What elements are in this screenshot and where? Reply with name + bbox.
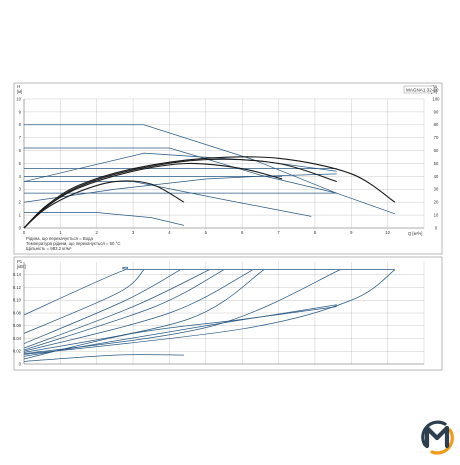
power-curve-8 [23,269,396,355]
power-curve-3 [23,269,210,349]
top-chart-x-ticks: 0 1 2 3 4 5 6 7 8 9 10 [23,230,391,235]
top-y2-unit-label: eta [431,84,437,89]
top-x-tick-label: 0 [23,230,26,235]
top-chart-series [23,124,396,229]
bottom-y-tick-label: 0.12 [13,285,22,290]
power-curve-1 [23,269,145,334]
head-curve-0 [24,124,396,215]
top-x-tick-label: 9 [350,230,353,235]
top-y2-tick-label: 50 [434,161,439,166]
top-y2-tick-label: 70 [434,135,439,140]
top-x-tick-label: 4 [168,230,171,235]
top-y-tick-label: 9 [19,109,22,114]
bottom-y-tick-label: 0.14 [13,272,22,277]
note-fluid: Рідина, що перекачується = Вода [26,236,94,241]
power-curve-4 [23,269,225,351]
model-title: MAGNA1 32-80 [406,87,439,92]
top-y-unit-bracket: [м] [17,89,22,94]
top-y2-tick-label: 0 [435,225,438,230]
efficiency-curve-9 [23,156,396,229]
efficiency-curve-11 [23,162,283,229]
top-y2-tick-label: 60 [434,148,439,153]
top-y-tick-label: 0 [19,225,22,230]
top-x-tick-label: 6 [241,230,244,235]
top-y-tick-label: 7 [19,135,22,140]
top-y2-tick-label: 100 [433,96,441,101]
head-curve-8 [24,212,185,226]
bottom-y-tick-label: 0.02 [13,349,22,354]
top-y2-tick-label: 20 [434,200,439,205]
head-curve-5 [23,152,337,182]
top-x-tick-label: 5 [205,230,208,235]
top-chart-y2-ticks: 0 10 20 30 40 50 60 70 80 90 100 [433,96,441,230]
top-x-unit-label: Q [м³/ч] [408,231,422,236]
power-curve-9 [23,304,337,357]
top-x-tick-label: 10 [385,230,390,235]
bottom-y-tick-label: 0.04 [13,336,22,341]
top-chart-y-ticks: 0 1 2 3 4 5 6 7 8 9 10 [16,96,21,230]
power-curve-5 [23,269,254,352]
top-x-tick-label: 2 [96,230,99,235]
top-y-tick-label: 1 [19,213,22,218]
note-temperature: Температура рідини, що перекачується = 6… [26,241,120,246]
model-title-box [403,85,435,94]
head-curve-7 [24,181,312,217]
efficiency-curve-10 [23,158,337,229]
m-brand-logo-icon [421,420,454,455]
power-curve-0 [23,266,395,316]
bottom-y-tick-label: 0 [19,361,22,366]
top-y-tick-label: 4 [19,174,22,179]
power-chart: 0 0.02 0.04 0.06 0.08 0.10 0.12 0.14 P1 [кВт] [13,256,443,371]
top-y-tick-label: 6 [19,148,22,153]
top-y-tick-label: 5 [19,161,22,166]
power-curve-6 [23,269,265,353]
top-y-tick-label: 8 [19,122,22,127]
top-y-tick-label: 3 [19,187,22,192]
power-curve-2 [23,269,181,344]
bottom-y-tick-label: 0.10 [13,298,22,303]
top-y-unit-label: H [17,84,20,89]
top-x-tick-label: 8 [314,230,317,235]
power-curve-10 [23,306,337,360]
bottom-chart-series [23,266,396,362]
bottom-y-tick-label: 0.08 [13,310,22,315]
note-density: Щільність = 983.2 кг/м³ [26,246,72,251]
head-curve-1 [24,147,337,194]
top-y2-tick-label: 90 [434,109,439,114]
bottom-chart-grid [23,262,425,365]
top-y2-tick-label: 40 [434,174,439,179]
efficiency-curve-12 [23,180,185,229]
top-chart-grid [23,98,425,229]
head-curve-6 [23,173,337,203]
top-y2-tick-label: 30 [434,187,439,192]
top-y2-tick-label: 80 [434,122,439,127]
bottom-y-tick-label: 0.06 [13,323,22,328]
top-y-tick-label: 10 [16,96,21,101]
bottom-y-unit-bracket: [кВт] [17,264,26,269]
top-x-tick-label: 7 [277,230,280,235]
power-curve-11 [23,354,185,362]
top-x-tick-label: 1 [59,230,62,235]
bottom-chart-y-ticks: 0 0.02 0.04 0.06 0.08 0.10 0.12 0.14 [13,272,22,366]
top-y2-tick-label: 10 [434,213,439,218]
head-efficiency-chart: 0 1 2 3 4 5 6 7 8 9 10 0 10 20 30 40 50 60 70 80 90 100 0 1 2 3… [13,82,443,255]
top-y-tick-label: 2 [19,200,22,205]
bottom-y-unit-label: P1 [17,259,23,264]
top-x-tick-label: 3 [132,230,135,235]
bottom-chart-frame [13,256,443,371]
top-chart-frame [13,82,443,255]
